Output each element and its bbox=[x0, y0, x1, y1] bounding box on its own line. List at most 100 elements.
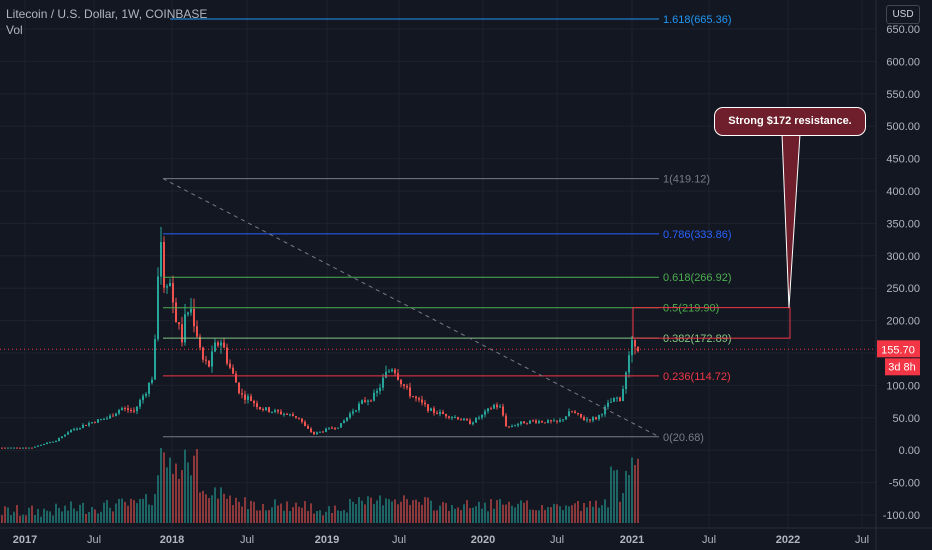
volume-bar bbox=[40, 516, 42, 523]
volume-bar bbox=[565, 505, 567, 523]
candle-body bbox=[574, 411, 576, 414]
candle-body bbox=[367, 400, 369, 402]
volume-bar bbox=[175, 463, 177, 523]
candle-body bbox=[208, 360, 210, 367]
volume-bar bbox=[118, 498, 120, 523]
candle-body bbox=[346, 417, 348, 421]
x-tick-label: Jul bbox=[392, 534, 406, 546]
candle-body bbox=[220, 342, 222, 346]
candle-body bbox=[10, 447, 12, 449]
candle-body bbox=[259, 407, 261, 410]
candle-body bbox=[151, 379, 153, 383]
candle-body bbox=[112, 415, 114, 417]
candle-body bbox=[115, 413, 117, 417]
volume-bar bbox=[496, 500, 498, 523]
candle-body bbox=[67, 432, 69, 435]
candle-body bbox=[613, 397, 615, 402]
candle-body bbox=[127, 408, 129, 410]
candle-body bbox=[157, 276, 159, 340]
volume-bar bbox=[289, 511, 291, 523]
volume-bar bbox=[211, 495, 213, 523]
volume-bar bbox=[148, 504, 150, 523]
volume-bar bbox=[610, 466, 612, 523]
candle-body bbox=[1, 447, 3, 449]
volume-bar bbox=[514, 507, 516, 523]
volume-bar bbox=[454, 508, 456, 523]
volume-bar bbox=[166, 467, 168, 523]
candle-body bbox=[319, 431, 321, 433]
volume-bar bbox=[331, 513, 333, 523]
volume-bar bbox=[622, 493, 624, 523]
candle-body bbox=[4, 447, 6, 449]
candle-body bbox=[130, 409, 132, 411]
candle-body bbox=[64, 434, 66, 437]
volume-bar bbox=[532, 509, 534, 523]
candle-body bbox=[619, 397, 621, 402]
volume-bar bbox=[16, 504, 18, 523]
volume-bar bbox=[478, 501, 480, 523]
x-tick-label: 2017 bbox=[13, 534, 37, 546]
candle-body bbox=[334, 428, 336, 430]
candle-body bbox=[448, 416, 450, 418]
volume-bar bbox=[394, 499, 396, 523]
candle-body bbox=[76, 428, 78, 430]
candle-body bbox=[238, 382, 240, 394]
volume-bar bbox=[163, 452, 165, 523]
candle-body bbox=[502, 406, 504, 416]
volume-bar bbox=[568, 506, 570, 523]
volume-bar bbox=[469, 508, 471, 523]
resistance-callout[interactable]: Strong $172 resistance. bbox=[714, 107, 866, 136]
volume-bar bbox=[337, 510, 339, 523]
candle-body bbox=[58, 438, 60, 441]
volume-bar bbox=[541, 505, 543, 523]
candle-body bbox=[256, 403, 258, 408]
candle-body bbox=[493, 404, 495, 409]
volume-bar bbox=[196, 449, 198, 523]
candle-body bbox=[268, 407, 270, 412]
x-tick-label: Jul bbox=[240, 534, 254, 546]
volume-bar bbox=[115, 503, 117, 523]
candle-body bbox=[583, 417, 585, 421]
volume-bar bbox=[73, 508, 75, 523]
candle-body bbox=[544, 422, 546, 424]
volume-bar bbox=[343, 510, 345, 523]
candle-body bbox=[124, 408, 126, 410]
volume-bar bbox=[346, 512, 348, 523]
volume-bar bbox=[502, 504, 504, 523]
volume-bar bbox=[436, 510, 438, 523]
volume-bar bbox=[136, 503, 138, 523]
volume-bar bbox=[277, 505, 279, 523]
fib-level-label: 1.618(665.36) bbox=[663, 14, 732, 26]
volume-bar bbox=[190, 475, 192, 523]
volume-bar bbox=[448, 510, 450, 523]
candle-body bbox=[88, 423, 90, 426]
candle-body bbox=[19, 447, 21, 449]
candle-body bbox=[49, 442, 51, 444]
candle-body bbox=[589, 419, 591, 421]
volume-bar bbox=[352, 501, 354, 523]
candle-body bbox=[205, 359, 207, 361]
currency-button[interactable]: USD bbox=[886, 5, 920, 24]
volume-bar bbox=[151, 505, 153, 523]
volume-bar bbox=[367, 496, 369, 523]
volume-bar bbox=[433, 510, 435, 523]
volume-bar bbox=[637, 458, 639, 523]
volume-bar bbox=[445, 503, 447, 523]
candle-body bbox=[553, 420, 555, 422]
candle-body bbox=[562, 419, 564, 421]
volume-bar bbox=[295, 502, 297, 523]
volume-bar bbox=[562, 509, 564, 523]
candle-body bbox=[100, 419, 102, 421]
fib-trend-line bbox=[162, 178, 660, 438]
volume-bar bbox=[583, 503, 585, 523]
y-tick-label: 350.00 bbox=[886, 218, 920, 230]
volume-bar bbox=[370, 497, 372, 523]
candle-body bbox=[607, 402, 609, 407]
volume-bar bbox=[466, 500, 468, 523]
volume-bar bbox=[328, 506, 330, 523]
candle-body bbox=[475, 417, 477, 423]
last-price-text: 155.70 bbox=[881, 344, 915, 356]
volume-bar bbox=[319, 510, 321, 523]
volume-bar bbox=[271, 507, 273, 523]
